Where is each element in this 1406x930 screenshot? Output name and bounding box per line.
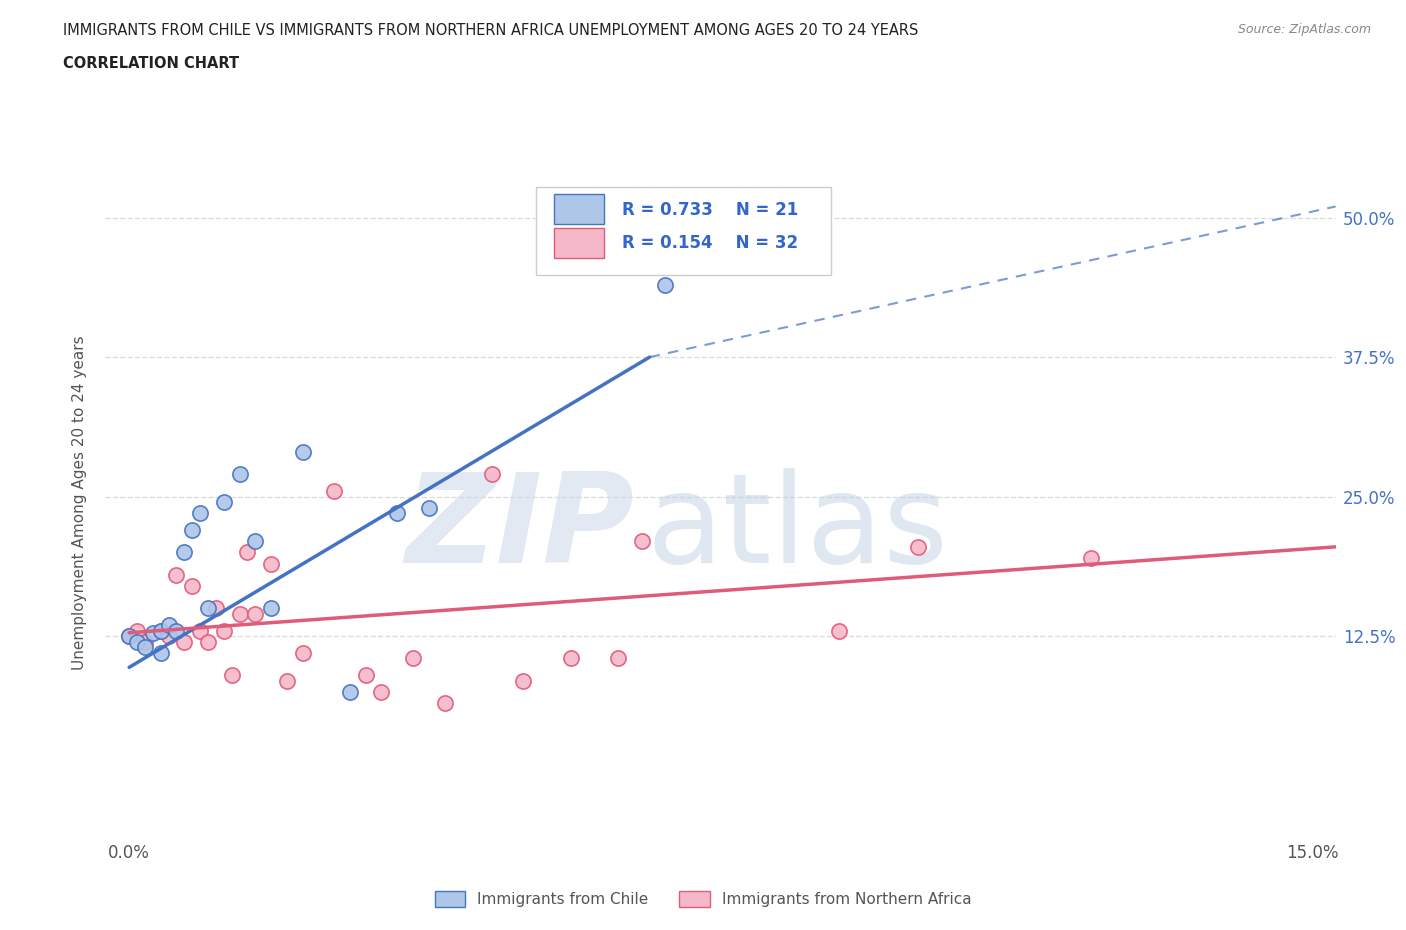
Point xyxy=(142,625,165,640)
FancyBboxPatch shape xyxy=(536,188,831,274)
Point xyxy=(354,668,377,683)
Point xyxy=(125,634,148,649)
Point xyxy=(149,623,172,638)
Point xyxy=(188,623,211,638)
Point xyxy=(173,545,195,560)
Point xyxy=(387,506,409,521)
Point xyxy=(1080,551,1102,565)
Point xyxy=(630,534,652,549)
Point xyxy=(157,629,180,644)
Text: ZIP: ZIP xyxy=(406,469,634,590)
Point xyxy=(512,673,534,688)
Point xyxy=(907,539,929,554)
Point xyxy=(654,277,676,292)
Point xyxy=(228,606,250,621)
Point xyxy=(828,623,851,638)
Point xyxy=(134,634,156,649)
Point xyxy=(134,640,156,655)
Text: CORRELATION CHART: CORRELATION CHART xyxy=(63,56,239,71)
Point xyxy=(157,618,180,632)
Point xyxy=(149,623,172,638)
Point xyxy=(323,484,346,498)
Point xyxy=(339,684,361,699)
Point xyxy=(125,623,148,638)
Point xyxy=(197,634,219,649)
Text: R = 0.733    N = 21: R = 0.733 N = 21 xyxy=(621,201,799,219)
Point xyxy=(276,673,298,688)
Point xyxy=(560,651,582,666)
Point xyxy=(212,495,235,510)
Point xyxy=(181,523,204,538)
Point xyxy=(118,629,141,644)
Point xyxy=(173,634,195,649)
Point xyxy=(165,623,187,638)
Point xyxy=(370,684,392,699)
Point xyxy=(481,467,503,482)
Point xyxy=(212,623,235,638)
Point xyxy=(165,567,187,582)
Point xyxy=(205,601,228,616)
Point xyxy=(291,645,314,660)
Text: R = 0.154    N = 32: R = 0.154 N = 32 xyxy=(621,234,799,252)
Point xyxy=(260,556,283,571)
Point xyxy=(402,651,425,666)
Point xyxy=(245,534,267,549)
Point xyxy=(228,467,250,482)
Point xyxy=(418,500,440,515)
Y-axis label: Unemployment Among Ages 20 to 24 years: Unemployment Among Ages 20 to 24 years xyxy=(72,335,87,670)
Point xyxy=(181,578,204,593)
Point xyxy=(197,601,219,616)
Text: atlas: atlas xyxy=(647,469,949,590)
Point xyxy=(291,445,314,459)
Point xyxy=(607,651,630,666)
Text: IMMIGRANTS FROM CHILE VS IMMIGRANTS FROM NORTHERN AFRICA UNEMPLOYMENT AMONG AGES: IMMIGRANTS FROM CHILE VS IMMIGRANTS FROM… xyxy=(63,23,918,38)
Point xyxy=(188,506,211,521)
Point xyxy=(245,606,267,621)
Text: Source: ZipAtlas.com: Source: ZipAtlas.com xyxy=(1237,23,1371,36)
Bar xyxy=(554,228,603,258)
Point xyxy=(118,629,141,644)
Point xyxy=(433,696,456,711)
Point xyxy=(236,545,259,560)
Bar xyxy=(554,194,603,224)
Point xyxy=(221,668,243,683)
Point xyxy=(260,601,283,616)
Legend: Immigrants from Chile, Immigrants from Northern Africa: Immigrants from Chile, Immigrants from N… xyxy=(429,884,977,913)
Point xyxy=(149,645,172,660)
